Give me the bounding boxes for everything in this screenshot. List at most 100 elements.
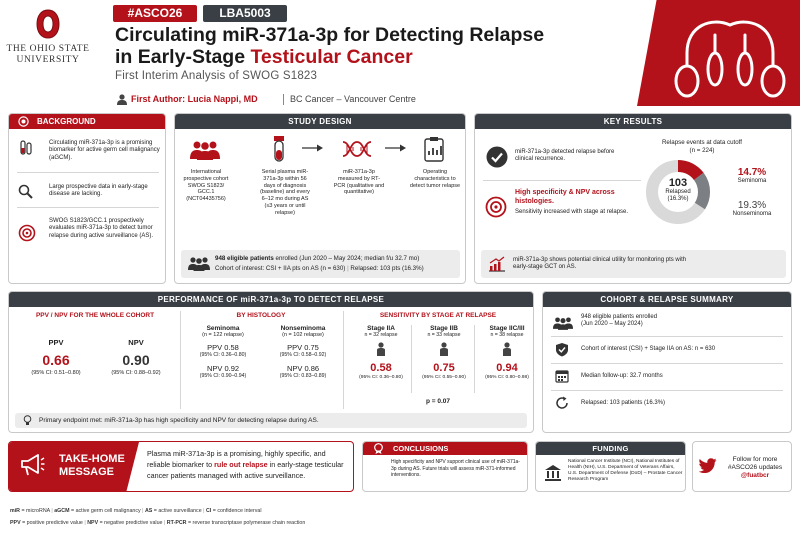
magnifier-icon — [18, 184, 33, 199]
page-title: Circulating miR-371a-3p for Detecting Re… — [115, 24, 635, 68]
endpoint-box: Primary endpoint met: miR-371a-3p has hi… — [15, 413, 527, 428]
performance-header: PERFORMANCE OF miR-371a-3p TO DETECT REL… — [9, 292, 533, 307]
result-3-box: miR-371a-3p shows potential clinical uti… — [481, 250, 786, 278]
target-icon — [485, 196, 507, 218]
logo-line-1: The Ohio State — [6, 44, 90, 54]
separator: | — [140, 508, 145, 514]
nonseminoma-ppv-ci: (95% CI: 0.58–0.92) — [279, 352, 327, 358]
stage-name: Stage IIC/III — [489, 325, 525, 332]
divider — [483, 180, 641, 181]
person-icon — [503, 342, 511, 356]
stage-column: Stage IIC/III n = 38 relapse 0.94 (95% CI: … — [478, 325, 536, 380]
nonseminoma-block: Nonseminoma (n = 102 relapse) PPV 0.75 (… — [265, 325, 341, 379]
enrolled-count: 948 eligible patients — [215, 255, 274, 262]
enrolled-detail: enrolled (Jun 2020 – May 2024; median f/… — [273, 255, 420, 262]
result-2: High specificity & NPV across histologie… — [515, 189, 635, 216]
follow-line-1: Follow for more — [732, 456, 778, 463]
abbrev-definition: = reverse transcriptase polymerase chain… — [186, 520, 306, 526]
nonseminoma-stat: 19.3% Nonseminoma — [721, 200, 783, 217]
donut-center-percent: (16.3%) — [667, 196, 689, 202]
stage-column: Stage IIB n = 33 relapse 0.75 (95% CI: 0.55… — [415, 325, 473, 380]
key-results-panel: KEY RESULTS miR-371a-3p detected relapse… — [474, 113, 792, 284]
donut-center: 103 Relapsed (16.3%) — [655, 177, 701, 203]
header-banner — [637, 0, 800, 106]
divider — [474, 325, 475, 393]
stage-ci: (95% CI: 0.36–0.80) — [359, 375, 403, 380]
stage-value: 0.75 — [433, 362, 455, 374]
abbrev-definition: = confidence interval — [211, 508, 262, 514]
seminoma-block: Seminoma (n = 122 relapse) PPV 0.58 (95%… — [185, 325, 261, 379]
nonseminoma-title: Nonseminoma — [280, 325, 326, 332]
divider — [343, 311, 344, 409]
result-3: miR-371a-3p shows potential clinical uti… — [513, 257, 687, 271]
study-design-panel: STUDY DESIGN International prospective c… — [174, 113, 466, 284]
design-step-3: miR-371a-3p measured by RT-PCR (qualitat… — [333, 169, 385, 196]
divider — [411, 325, 412, 393]
nonseminoma-ppv: PPV 0.75 — [287, 343, 319, 352]
building-icon — [545, 465, 561, 481]
block-o-logo — [36, 9, 60, 39]
takehome-text: Plasma miR-371a-3p is a promising, highl… — [147, 448, 353, 481]
follow-handle[interactable]: @fuatbcr — [740, 472, 770, 479]
stage-name: Stage IIA — [367, 325, 395, 332]
funding-text: National Cancer Institute (NCI), Nationa… — [568, 459, 683, 482]
follow-line-2: #ASCO26 updates — [727, 464, 783, 471]
whole-cohort-title: PPV / NPV FOR THE WHOLE COHORT — [35, 312, 155, 319]
stage-name: Stage IIB — [430, 325, 458, 332]
donut-nonseminoma-arc — [646, 160, 710, 224]
ppv-label: PPV — [48, 338, 64, 347]
ppv-ci: (95% CI: 0.51–0.80) — [31, 370, 81, 376]
donut-seminoma-arc — [646, 160, 710, 224]
seminoma-stat: 14.7% Seminoma — [723, 167, 781, 184]
takehome-label-2: MESSAGE — [59, 466, 115, 478]
result-2-text: Sensitivity increased with stage at rela… — [515, 209, 629, 215]
npv-value: 0.90 — [122, 352, 150, 368]
subtitle: First Interim Analysis of SWOG S1823 — [115, 70, 318, 82]
takehome-label: TAKE-HOME MESSAGE — [59, 453, 125, 479]
header: The Ohio State University #ASCO26 LBA500… — [0, 0, 800, 113]
conclusions-title: CONCLUSIONS — [393, 444, 449, 453]
seminoma-percent: 14.7% — [737, 167, 767, 178]
arrow-icon — [302, 144, 323, 152]
endpoint-text: Primary endpoint met: miR-371a-3p has hi… — [39, 416, 319, 424]
gonad-icon — [674, 20, 786, 98]
takehome-line-2a: reliable biomarker to — [147, 460, 215, 469]
summary-item-1b: (Jun 2020 – May 2024) — [581, 321, 643, 328]
takehome-label-bg — [9, 442, 139, 491]
performance-panel: PERFORMANCE OF miR-371a-3p TO DETECT REL… — [8, 291, 534, 433]
stage-ci: (95% CI: 0.80–0.98) — [485, 375, 529, 380]
donut-n: (n = 224) — [689, 147, 715, 154]
summary-item-1a: 948 eligible patients enrolled — [581, 314, 658, 320]
title-highlight: Testicular Cancer — [250, 46, 413, 68]
nonseminoma-percent: 19.3% — [737, 200, 767, 211]
donut-title: Relapse events at data cutoff (n = 224) — [643, 139, 761, 155]
enrollment-line-2: Cohort of interest: CSI + IIA pts on AS … — [215, 265, 424, 272]
seminoma-npv-ci: (95% CI: 0.90–0.94) — [199, 373, 247, 379]
stage-n: n = 33 relapse — [427, 332, 461, 338]
stage-value: 0.94 — [496, 362, 518, 374]
separator: | — [49, 508, 55, 514]
background-header: BACKGROUND — [9, 114, 165, 129]
background-title: BACKGROUND — [37, 117, 96, 126]
stage-title: SENSITIVITY BY STAGE AT RELAPSE — [379, 312, 497, 319]
result-2-bold: High specificity & NPV across histologie… — [515, 189, 615, 205]
seminoma-ppv: PPV 0.58 — [207, 343, 239, 352]
author-label: First Author: Lucia Nappi, MD — [131, 94, 258, 104]
check-icon — [486, 146, 508, 168]
divider — [551, 336, 783, 337]
seminoma-title: Seminoma — [206, 325, 240, 332]
person-icon — [377, 342, 385, 356]
nonseminoma-label: Nonseminoma — [732, 211, 772, 217]
summary-item-2: Cohort of interest (CSI) + Stage IIA on … — [581, 346, 716, 352]
shield-icon — [556, 343, 568, 357]
abbrev-term: miR — [10, 508, 21, 514]
takehome-line-1: Plasma miR-371a-3p is a promising, highl… — [147, 449, 326, 458]
author-divider — [283, 94, 284, 105]
abbrev-definition: = active germ cell malignancy — [69, 508, 141, 514]
divider — [17, 172, 159, 173]
title-line-2a: in Early-Stage — [115, 46, 251, 68]
people-icon — [553, 317, 573, 330]
summary-item-1: 948 eligible patients enrolled (Jun 2020… — [581, 314, 781, 329]
abbrev-term: PPV — [10, 520, 21, 526]
abbrev-definition: = negative predictive value — [98, 520, 163, 526]
